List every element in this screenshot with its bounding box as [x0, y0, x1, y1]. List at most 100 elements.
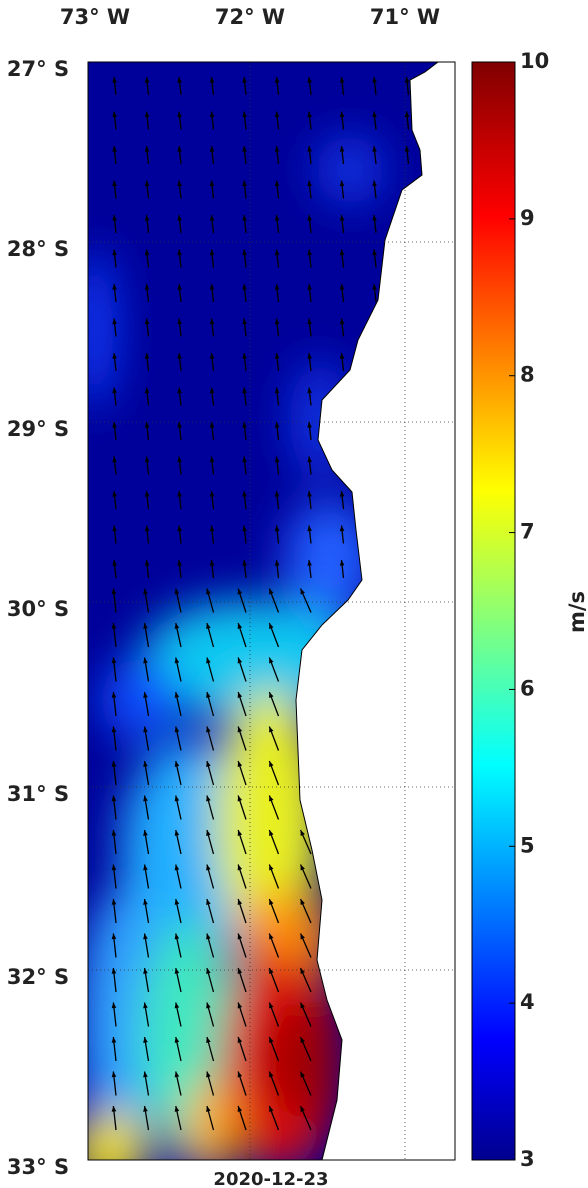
lon-label: 72° W — [215, 5, 285, 29]
wind-arrow-head — [177, 318, 182, 325]
wind-arrow-head — [209, 353, 215, 359]
wind-arrow-head — [143, 692, 148, 698]
wind-arrow-head — [242, 77, 247, 83]
wind-arrow-head — [242, 422, 247, 428]
wind-arrow-head — [307, 387, 312, 394]
wind-arrow-head — [300, 1002, 305, 1009]
wind-arrow-head — [144, 111, 150, 118]
colorbar-label: m/s — [565, 591, 588, 633]
wind-arrow-head — [206, 692, 211, 698]
wind-arrow-head — [206, 726, 211, 733]
wind-arrow-head — [339, 318, 345, 325]
wind-arrow-head — [206, 761, 211, 767]
wind-arrow-head — [144, 491, 150, 497]
wind-arrow-head — [111, 1071, 117, 1078]
colorbar-tick-label: 9 — [520, 206, 535, 230]
colorbar-tick-label: 5 — [520, 833, 535, 857]
wind-arrow-head — [209, 284, 215, 290]
wind-arrow-head — [274, 318, 280, 325]
lat-label: 27° S — [7, 57, 69, 81]
wind-arrow-head — [144, 525, 150, 532]
wind-arrow-head — [144, 353, 150, 359]
wind-arrow-head — [372, 146, 377, 152]
lat-label: 28° S — [7, 237, 69, 261]
wind-arrow-head — [300, 933, 305, 940]
wind-arrow-head — [307, 525, 312, 532]
wind-arrow-head — [339, 146, 345, 152]
wind-arrow-head — [372, 215, 377, 221]
wind-arrow-head — [274, 491, 280, 497]
wind-arrow-head — [174, 830, 180, 836]
wind-arrow-head — [237, 588, 243, 595]
wind-arrow-head — [269, 692, 274, 698]
wind-arrow-head — [307, 249, 312, 256]
wind-arrow-head — [206, 657, 211, 664]
wind-arrow-head — [300, 1106, 305, 1112]
wind-arrow-head — [111, 726, 117, 733]
wind-arrow-head — [174, 899, 180, 905]
wind-arrow-head — [372, 284, 377, 290]
wind-arrow-head — [206, 899, 211, 905]
wind-arrow-head — [143, 933, 148, 940]
wind-arrow-head — [274, 353, 280, 359]
wind-arrow-head — [209, 146, 215, 152]
lat-label: 32° S — [7, 965, 69, 989]
wind-arrow-head — [143, 1071, 148, 1078]
wind-arrow-head — [372, 249, 377, 256]
wind-arrow-head — [269, 795, 274, 802]
wind-arrow-head — [300, 830, 305, 836]
wind-arrow-head — [174, 761, 180, 767]
wind-arrow-head — [242, 353, 247, 359]
wind-arrow-head — [111, 692, 117, 698]
wind-arrow-head — [177, 525, 182, 532]
wind-arrow-head — [112, 318, 117, 325]
wind-arrow-head — [111, 588, 117, 595]
wind-arrow-head — [300, 1037, 305, 1043]
wind-arrow-head — [307, 422, 312, 428]
wind-arrow-head — [209, 560, 215, 566]
wind-arrow-head — [174, 933, 180, 940]
wind-arrow-head — [372, 77, 377, 83]
wind-arrow-head — [307, 456, 312, 463]
wind-arrow-head — [144, 422, 150, 428]
wind-arrow-head — [269, 1071, 274, 1078]
wind-arrow-head — [237, 761, 243, 767]
wind-arrow-head — [144, 180, 150, 187]
wind-arrow-head — [269, 726, 274, 733]
wind-arrow-head — [206, 864, 211, 871]
wind-arrow-head — [206, 623, 211, 629]
wind-arrow-head — [269, 899, 274, 905]
wind-arrow-head — [111, 830, 117, 836]
wind-arrow-head — [404, 146, 410, 152]
wind-arrow-head — [339, 491, 345, 497]
wind-arrow-head — [209, 249, 215, 256]
wind-arrow-head — [144, 318, 150, 325]
wind-arrow-head — [339, 284, 345, 290]
wind-arrow-head — [237, 1106, 243, 1112]
wind-arrow-head — [112, 284, 117, 290]
wind-arrow-head — [174, 726, 180, 733]
wind-arrow-head — [112, 491, 117, 497]
wind-arrow-head — [174, 657, 180, 664]
wind-arrow-head — [143, 623, 148, 629]
wind-arrow-head — [237, 933, 243, 940]
lat-label: 29° S — [7, 417, 69, 441]
colorbar — [471, 61, 516, 1161]
wind-arrow-head — [143, 657, 148, 664]
wind-arrow-head — [177, 111, 182, 118]
wind-arrow-head — [111, 864, 117, 871]
wind-arrow-head — [242, 111, 247, 118]
wind-arrow-head — [237, 1037, 243, 1043]
wind-arrow-head — [112, 180, 117, 187]
wind-arrow-head — [143, 830, 148, 836]
wind-arrow-head — [112, 560, 117, 566]
wind-arrow-head — [307, 215, 312, 221]
wind-arrow-head — [112, 146, 117, 152]
wind-arrow-head — [269, 761, 274, 767]
wind-arrow-head — [206, 1002, 211, 1009]
wind-arrow-head — [274, 560, 280, 566]
wind-arrow-head — [143, 726, 148, 733]
wind-arrow-head — [237, 692, 243, 698]
wind-arrow-head — [177, 560, 182, 566]
